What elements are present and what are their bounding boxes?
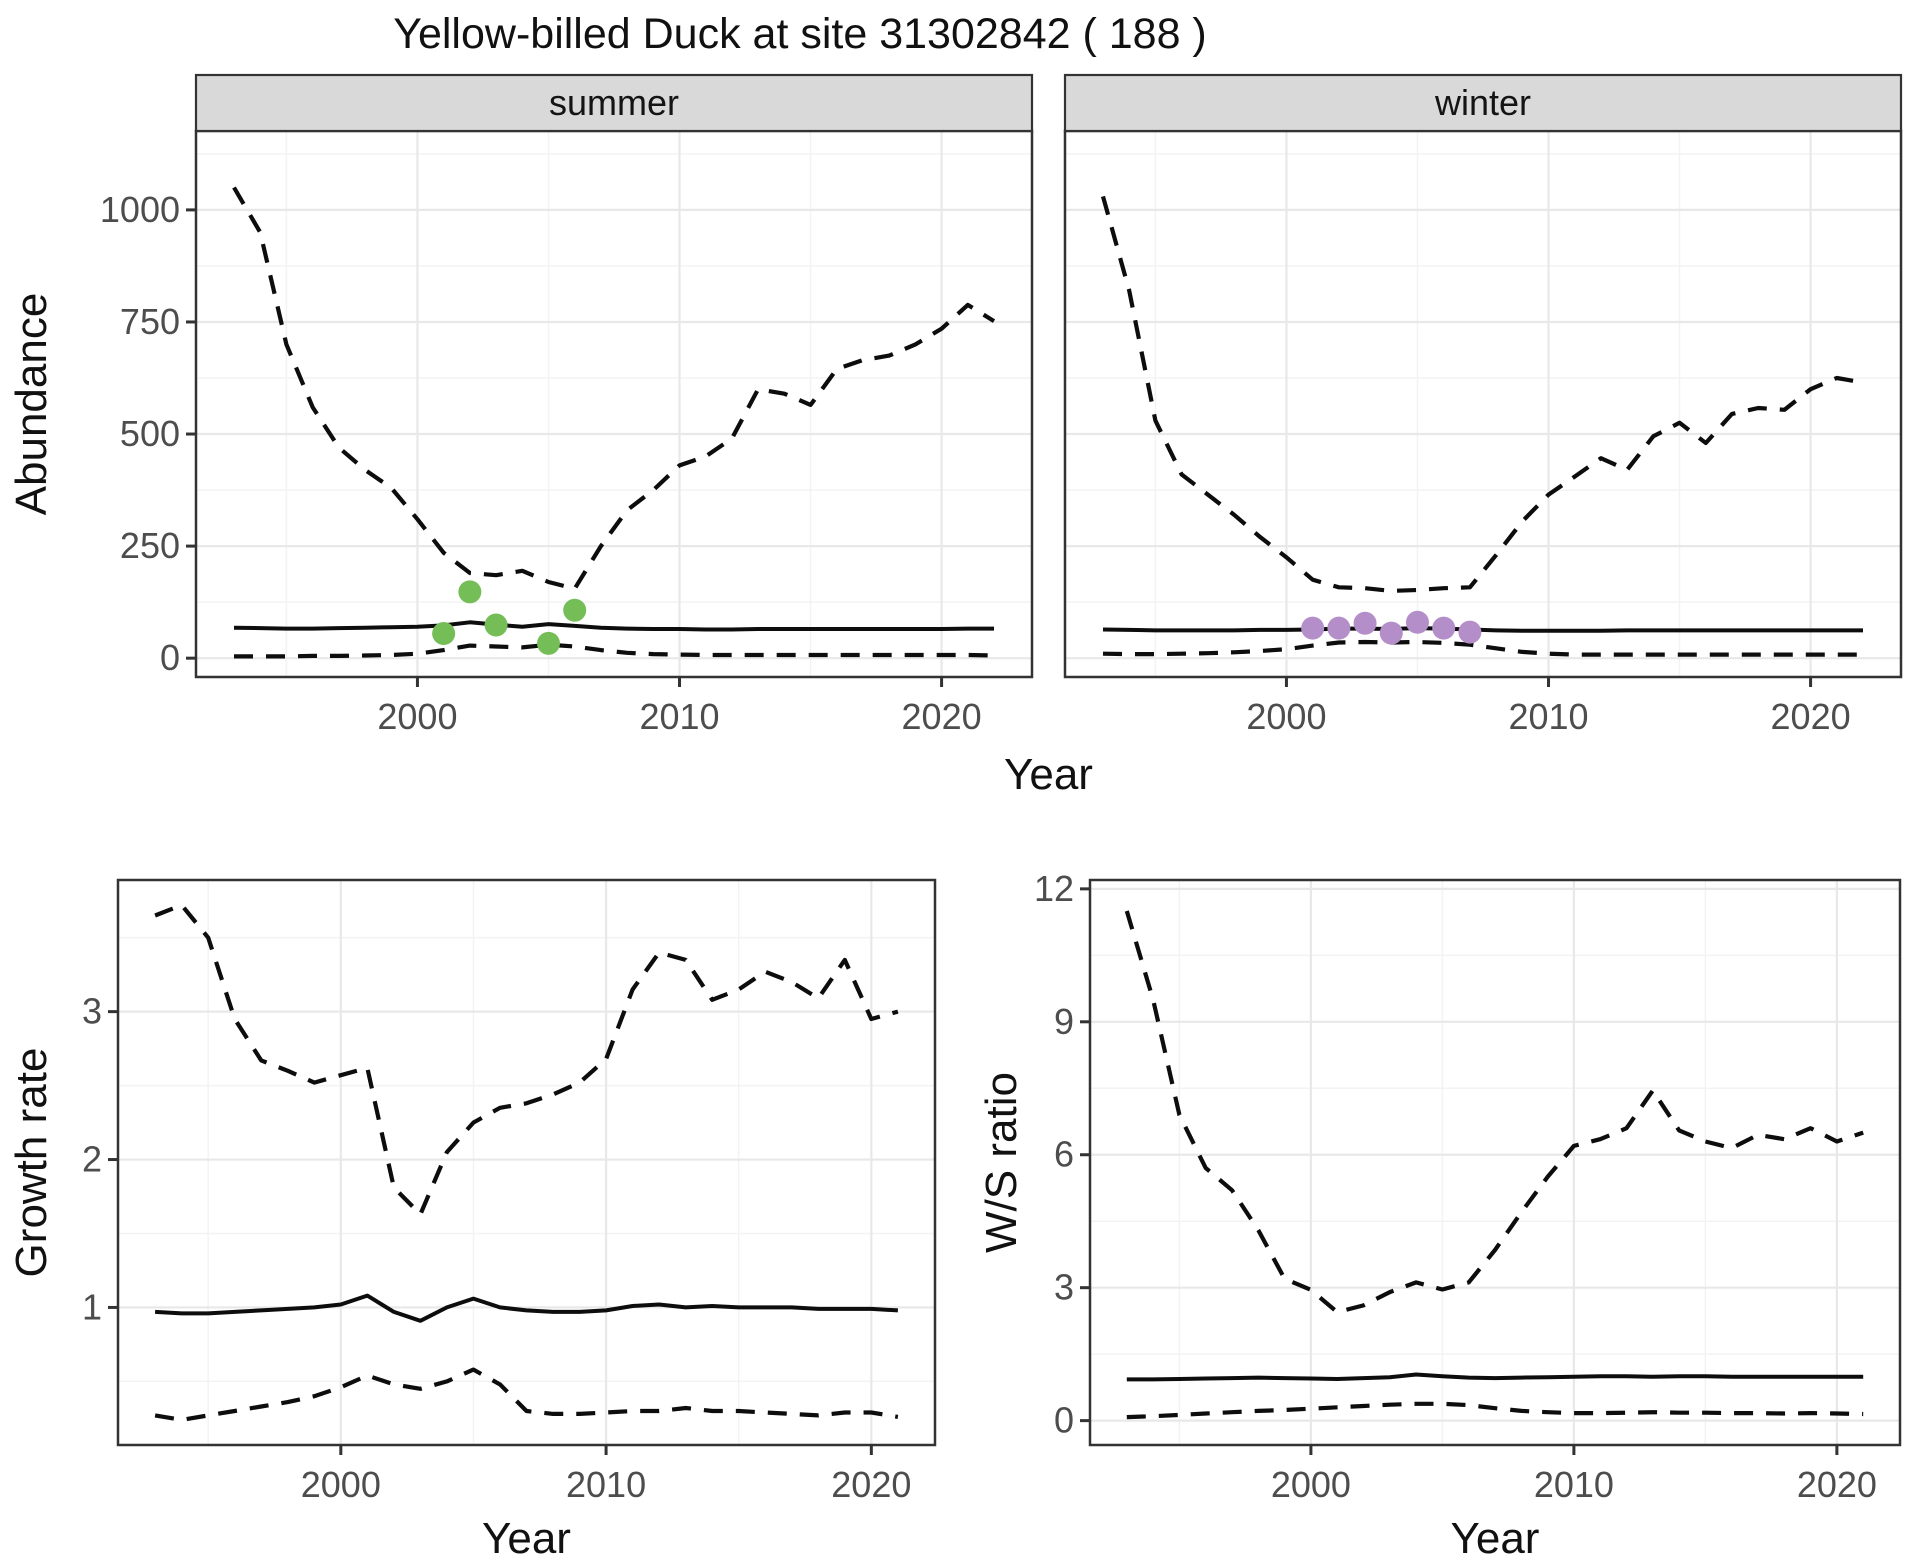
x-tick-label: 2020	[1797, 1464, 1877, 1505]
y-tick-label: 6	[1054, 1134, 1074, 1175]
abundance-summer-observation-dot	[432, 622, 456, 646]
ws-ratio-panel-border	[1088, 878, 1902, 1447]
x-tick-label: 2020	[902, 696, 982, 737]
x-axis-title-year-growth: Year	[482, 1514, 571, 1560]
plot-title: Yellow-billed Duck at site 31302842 ( 18…	[393, 10, 1207, 58]
abundance-winter-observation-dot	[1301, 616, 1325, 640]
x-axis-title-year-ws: Year	[1451, 1514, 1540, 1560]
growth-rate-panel-border	[116, 878, 937, 1447]
abundance-summer-observation-dot	[484, 613, 508, 637]
y-axis-title-ws-ratio: W/S ratio	[977, 1072, 1026, 1253]
abundance-summer-observation-dot	[458, 580, 482, 604]
y-tick-label: 12	[1034, 868, 1074, 909]
x-tick-label: 2020	[831, 1464, 911, 1505]
growth-rate-panel-bg	[118, 880, 935, 1445]
ws-ratio-upper-95ci-line	[1124, 910, 1864, 1315]
y-tick-label: 1	[82, 1286, 102, 1327]
abundance-winter-observation-dot	[1379, 621, 1403, 645]
facet-strip-label: summer	[549, 82, 679, 123]
y-tick-label: 3	[82, 991, 102, 1032]
x-tick-label: 2000	[301, 1464, 381, 1505]
y-tick-label: 3	[1054, 1267, 1074, 1308]
ws-ratio-median-line	[1126, 1372, 1864, 1382]
abundance-winter-observation-dot	[1327, 616, 1351, 640]
abundance-winter-panel-bg	[1065, 131, 1901, 677]
growth-rate-upper-95ci-line	[154, 903, 899, 1217]
x-tick-label: 2000	[1271, 1464, 1351, 1505]
abundance-summer-upper-95ci-line	[232, 186, 996, 591]
abundance-winter-observation-dot	[1353, 611, 1377, 635]
x-axis-title-year-top: Year	[1004, 750, 1093, 799]
y-tick-label: 0	[1054, 1400, 1074, 1441]
facet-strip-label: winter	[1434, 82, 1531, 123]
abundance-summer-observation-dot	[563, 598, 587, 622]
x-tick-label: 2000	[1246, 696, 1326, 737]
facet-strip-winter	[1063, 73, 1903, 133]
x-tick-label: 2020	[1771, 696, 1851, 737]
growth-rate-median-line	[154, 1293, 899, 1323]
y-tick-label: 0	[160, 637, 180, 678]
x-tick-label: 2010	[566, 1464, 646, 1505]
facet-strip-summer	[194, 73, 1034, 133]
ws-ratio-lower-95ci-line	[1126, 1401, 1864, 1420]
y-tick-label: 250	[120, 525, 180, 566]
y-tick-label: 2	[82, 1139, 102, 1180]
growth-rate-lower-95ci-line	[154, 1367, 899, 1422]
y-tick-label: 750	[120, 301, 180, 342]
x-tick-label: 2010	[1508, 696, 1588, 737]
abundance-summer-median-line	[233, 620, 994, 632]
y-axis-title-abundance: Abundance	[7, 293, 56, 516]
abundance-summer-observation-dot	[536, 631, 560, 655]
abundance-summer-panel-bg	[196, 131, 1032, 677]
x-tick-label: 2000	[377, 696, 457, 737]
y-tick-label: 9	[1054, 1001, 1074, 1042]
y-tick-label: 500	[120, 413, 180, 454]
abundance-winter-observation-dot	[1432, 616, 1456, 640]
ws-ratio-panel-bg	[1090, 880, 1900, 1445]
y-tick-label: 1000	[100, 189, 180, 230]
y-axis-title-growth-rate: Growth rate	[7, 1048, 56, 1278]
abundance-winter-observation-dot	[1405, 610, 1429, 634]
x-tick-label: 2010	[639, 696, 719, 737]
abundance-winter-median-line	[1102, 626, 1863, 633]
x-tick-label: 2010	[1534, 1464, 1614, 1505]
abundance-winter-observation-dot	[1458, 620, 1482, 644]
